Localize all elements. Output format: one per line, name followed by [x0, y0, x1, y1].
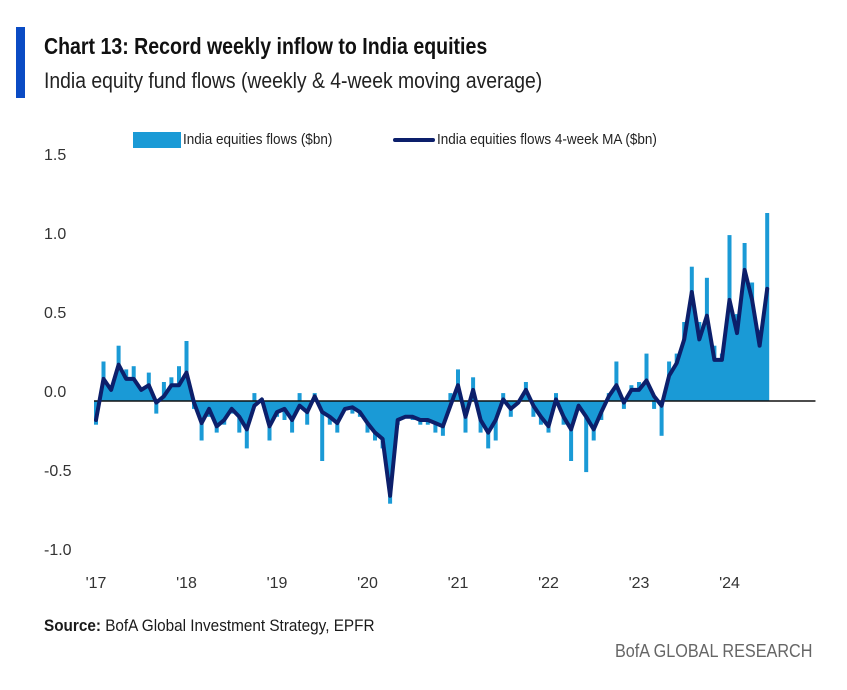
ma-line: [94, 267, 770, 498]
flow-bar: [554, 393, 558, 401]
flow-bar: [704, 277, 709, 401]
flow-bar: [131, 366, 136, 401]
legend-label-ma: India equities flows 4-week MA ($bn): [436, 131, 657, 148]
flow-bar: [742, 243, 747, 401]
flow-bar: [591, 401, 596, 441]
flow-bar: [757, 329, 762, 401]
flow-bar: [342, 401, 347, 409]
flow-bar: [486, 401, 491, 449]
flow-bar: [440, 401, 445, 436]
flow-bar: [621, 401, 626, 409]
flow-bar: [124, 369, 129, 401]
flow-bar: [418, 401, 423, 425]
flow-bar: [395, 401, 400, 425]
y-tick-label: 0.5: [44, 305, 66, 322]
flow-bar: [275, 401, 279, 417]
flow-bar: [689, 266, 694, 401]
flow-bar: [712, 345, 717, 401]
flow-bar: [433, 401, 438, 433]
flow-bar: [169, 377, 174, 401]
flow-bar: [425, 401, 430, 425]
flow-bar: [373, 401, 377, 441]
x-tick-label: '21: [448, 575, 469, 592]
y-tick-label: 0.0: [44, 384, 66, 401]
flow-bar: [674, 353, 679, 401]
flow-bar: [320, 401, 325, 461]
flow-bar: [735, 314, 739, 401]
flow-bar: [501, 393, 506, 401]
flow-bar: [410, 401, 415, 420]
source-label: Source:: [44, 616, 101, 635]
legend-label-flows: India equities flows ($bn): [183, 131, 333, 148]
flow-bar: [357, 401, 362, 417]
flow-bar: [682, 322, 687, 401]
y-tick-label: -1.0: [44, 542, 72, 559]
flow-bar: [403, 401, 408, 417]
flow-bar: [365, 401, 370, 433]
flow-bar: [116, 345, 121, 401]
flow-bar: [697, 322, 702, 401]
flow-bar: [139, 393, 144, 401]
title-accent-bar: [16, 27, 25, 98]
x-tick-label: '17: [86, 575, 107, 592]
flow-bar: [109, 385, 114, 401]
flow-bar: [335, 401, 340, 433]
flow-bar: [644, 353, 649, 401]
y-tick-label: 1.5: [44, 147, 66, 164]
x-tick-label: '23: [629, 575, 650, 592]
flow-bar: [252, 393, 257, 401]
flow-bar: [297, 393, 302, 401]
flow-bar: [448, 393, 453, 401]
source-note: Source: BofA Global Investment Strategy,…: [44, 616, 375, 636]
flow-bar: [214, 401, 219, 433]
flow-bar: [765, 213, 770, 401]
legend: India equities flows ($bn) India equitie…: [133, 131, 681, 148]
x-tick-label: '24: [719, 575, 740, 592]
legend-swatch-ma: [392, 137, 435, 142]
flow-bar: [659, 401, 664, 436]
x-tick-label: '18: [176, 575, 197, 592]
flow-bar: [327, 401, 332, 425]
y-tick-label: 1.0: [44, 226, 66, 243]
flow-bar: [652, 401, 657, 409]
x-tick-label: '22: [538, 575, 559, 592]
flow-bar: [614, 361, 619, 401]
legend-swatch-flows: [133, 131, 181, 148]
chart-subtitle: India equity fund flows (weekly & 4-week…: [44, 68, 543, 93]
flow-bar: [538, 401, 543, 425]
brand-label: BofA GLOBAL RESEARCH: [614, 641, 812, 661]
flow-bar: [222, 401, 227, 425]
flow-bar: [750, 282, 755, 401]
x-tick-label: '20: [357, 575, 378, 592]
flow-bar: [161, 382, 166, 401]
flow-bar: [584, 401, 589, 473]
source-text: BofA Global Investment Strategy, EPFR: [100, 616, 375, 635]
flow-bar: [719, 353, 724, 401]
flow-bar: [546, 401, 551, 433]
flow-bar: [388, 401, 393, 504]
flow-bar: [154, 401, 159, 414]
flow-bar: [380, 401, 385, 449]
x-tick-label: '19: [267, 575, 288, 592]
y-tick-label: -0.5: [44, 463, 72, 480]
chart-title: Chart 13: Record weekly inflow to India …: [44, 33, 488, 59]
flow-bar: [727, 235, 732, 401]
